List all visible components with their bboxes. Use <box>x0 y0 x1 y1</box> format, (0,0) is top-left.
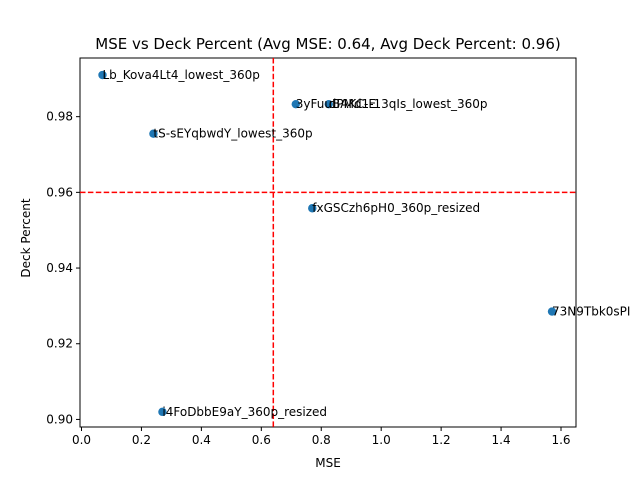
y-tick-label: 0.90 <box>46 412 73 426</box>
data-point-label: 3yFuuBAKC-E <box>296 97 376 111</box>
data-point-label: fxGSCzh6pH0_360p_resized <box>312 201 480 215</box>
data-points <box>98 70 557 417</box>
x-axis-ticks: 0.0 0.2 0.4 0.6 0.8 1.0 1.2 1.4 1.6 <box>72 427 571 447</box>
y-axis-ticks: 0.90 0.92 0.94 0.96 0.98 <box>46 110 80 426</box>
data-point <box>149 129 158 138</box>
x-tick-label: 0.6 <box>252 433 271 447</box>
data-point-label: dPMd1-13qIs_lowest_360p <box>329 97 488 111</box>
y-tick-label: 0.92 <box>46 337 73 351</box>
x-tick-label: 0.0 <box>72 433 91 447</box>
y-tick-label: 0.98 <box>46 110 73 124</box>
data-point <box>324 99 333 109</box>
data-point <box>158 407 167 417</box>
data-point-label: Lb_Kova4Lt4_lowest_360p <box>102 68 259 82</box>
x-tick-label: 1.0 <box>372 433 391 447</box>
data-point <box>547 307 557 316</box>
axes-frame <box>79 57 577 428</box>
point-labels: Lb_Kova4Lt4_lowest_360p tS-sEYqbwdY_lowes… <box>102 68 630 419</box>
data-point-label: tS-sEYqbwdY_lowest_360p <box>153 127 312 141</box>
x-tick-label: 1.4 <box>492 433 511 447</box>
x-tick-label: 1.2 <box>432 433 451 447</box>
y-tick-label: 0.96 <box>46 185 73 199</box>
chart-title: MSE vs Deck Percent (Avg MSE: 0.64, Avg … <box>95 35 561 53</box>
x-axis-label: MSE <box>315 456 341 470</box>
axes-spines <box>79 57 577 428</box>
data-point <box>98 70 107 80</box>
data-point <box>308 204 317 213</box>
plot-area <box>79 57 577 428</box>
x-tick-label: 0.4 <box>192 433 211 447</box>
data-point <box>291 99 300 109</box>
y-tick-label: 0.94 <box>46 261 73 275</box>
data-point-label: 73N9Tbk0sPI <box>552 305 630 319</box>
reference-lines <box>80 58 576 427</box>
x-tick-label: 1.6 <box>551 433 570 447</box>
data-point-label: i4FoDbbE9aY_360p_resized <box>162 405 327 419</box>
x-tick-label: 0.2 <box>132 433 151 447</box>
x-tick-label: 0.8 <box>312 433 331 447</box>
y-axis-label: Deck Percent <box>19 198 33 277</box>
plot-background <box>80 58 576 427</box>
